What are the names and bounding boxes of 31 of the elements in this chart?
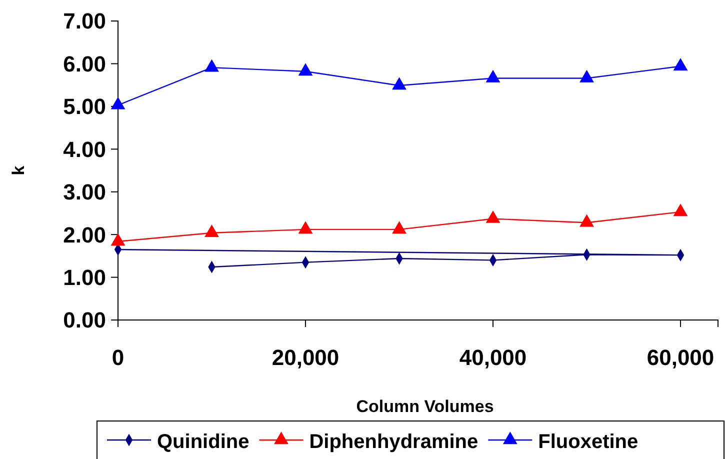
y-tick-label: 2.00 bbox=[63, 222, 106, 248]
point bbox=[486, 210, 500, 223]
y-tick-label: 4.00 bbox=[63, 136, 106, 162]
point bbox=[110, 233, 126, 246]
y-tick-label: 7.00 bbox=[63, 8, 106, 34]
point bbox=[392, 221, 406, 234]
x-tick-label: 60,000 bbox=[646, 345, 714, 370]
y-tick-label: 6.00 bbox=[63, 51, 106, 76]
point bbox=[392, 77, 406, 90]
point bbox=[110, 96, 126, 110]
point bbox=[486, 70, 500, 82]
legend-label: Quinidine bbox=[157, 431, 250, 453]
point bbox=[673, 58, 688, 70]
x-tick-label: 20,000 bbox=[272, 345, 340, 370]
point bbox=[298, 63, 313, 76]
x-tick-label: 0 bbox=[112, 345, 124, 370]
y-tick-label: 0.00 bbox=[63, 308, 106, 333]
point bbox=[673, 204, 688, 216]
y-tick-label: 1.00 bbox=[63, 264, 106, 290]
y-tick-label: 3.00 bbox=[63, 180, 106, 205]
point bbox=[580, 214, 594, 227]
y-axis-title: k bbox=[9, 165, 28, 176]
point bbox=[204, 224, 219, 238]
legend-label: Diphenhydramine bbox=[309, 431, 478, 453]
point bbox=[298, 221, 313, 234]
y-tick-label: 5.00 bbox=[63, 94, 106, 120]
legend-label: Fluoxetine bbox=[538, 431, 638, 453]
x-axis-title: Column Volumes bbox=[356, 397, 494, 416]
point bbox=[204, 59, 219, 72]
point bbox=[580, 70, 594, 82]
x-tick-label: 40,000 bbox=[459, 345, 527, 370]
